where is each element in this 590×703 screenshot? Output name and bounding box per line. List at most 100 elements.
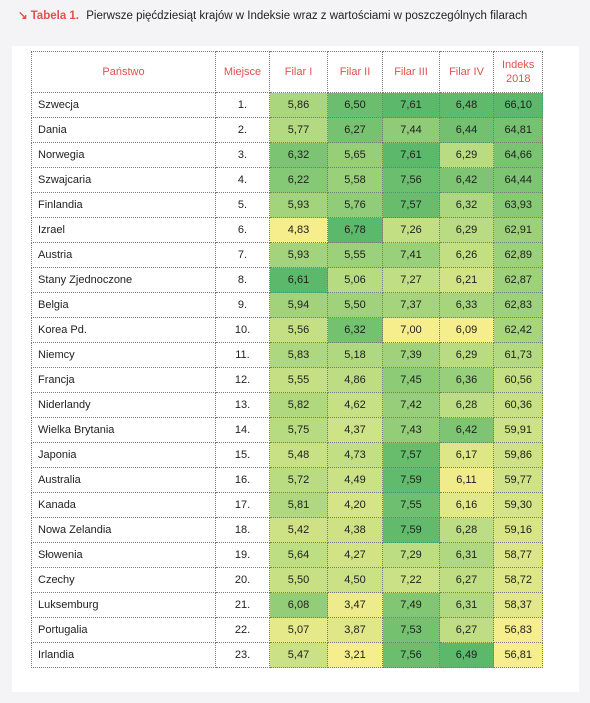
cell-pillar-2: 4,50 [327, 567, 383, 593]
table-row: Austria 7. 5,93 5,55 7,41 6,26 62,89 [31, 242, 544, 268]
header-pillar-4: Filar IV [439, 51, 494, 93]
cell-index: 64,66 [492, 142, 544, 168]
cell-rank: 6. [215, 217, 270, 243]
cell-pillar-2: 4,37 [327, 417, 383, 443]
cell-rank: 13. [215, 392, 270, 418]
cell-index: 59,30 [492, 492, 544, 518]
cell-pillar-1: 6,22 [269, 167, 328, 193]
cell-rank: 17. [215, 492, 270, 518]
cell-country: Austria [31, 242, 216, 268]
cell-pillar-4: 6,33 [439, 292, 494, 318]
cell-pillar-1: 5,42 [269, 517, 328, 543]
cell-pillar-2: 5,50 [327, 292, 383, 318]
cell-pillar-4: 6,29 [439, 342, 494, 368]
table-row: Irlandia 23. 5,47 3,21 7,56 6,49 56,81 [31, 642, 544, 668]
table-row: Stany Zjednoczone 8. 6,61 5,06 7,27 6,21 62,87 [31, 267, 544, 293]
cell-country: Luksemburg [31, 592, 216, 618]
header-row: Państwo Miejsce Filar I Filar II Filar I… [31, 51, 544, 93]
cell-country: Szwajcaria [31, 167, 216, 193]
cell-pillar-4: 6,17 [439, 442, 494, 468]
cell-pillar-2: 5,55 [327, 242, 383, 268]
cell-rank: 11. [215, 342, 270, 368]
cell-pillar-1: 5,82 [269, 392, 328, 418]
table-row: Francja 12. 5,55 4,86 7,45 6,36 60,56 [31, 367, 544, 393]
caption-title: Pierwsze pięćdziesiąt krajów w Indeksie … [86, 10, 528, 22]
cell-index: 62,91 [492, 217, 544, 243]
header-country: Państwo [31, 51, 216, 93]
cell-rank: 22. [215, 617, 270, 643]
cell-country: Niemcy [31, 342, 216, 368]
cell-pillar-1: 5,94 [269, 292, 328, 318]
cell-pillar-4: 6,28 [439, 517, 494, 543]
cell-country: Nowa Zelandia [31, 517, 216, 543]
cell-pillar-2: 6,32 [327, 317, 383, 343]
cell-pillar-1: 5,77 [269, 117, 328, 143]
cell-pillar-1: 5,07 [269, 617, 328, 643]
cell-index: 59,86 [492, 442, 544, 468]
cell-index: 64,44 [492, 167, 544, 193]
cell-index: 58,37 [492, 592, 544, 618]
cell-country: Szwecja [31, 92, 216, 118]
cell-pillar-4: 6,29 [439, 217, 494, 243]
cell-pillar-2: 5,18 [327, 342, 383, 368]
cell-index: 59,91 [492, 417, 544, 443]
cell-pillar-1: 6,61 [269, 267, 328, 293]
cell-pillar-2: 5,06 [327, 267, 383, 293]
cell-pillar-1: 5,55 [269, 367, 328, 393]
cell-pillar-2: 5,76 [327, 192, 383, 218]
table-row: Finlandia 5. 5,93 5,76 7,57 6,32 63,93 [31, 192, 544, 218]
table-panel: Państwo Miejsce Filar I Filar II Filar I… [12, 46, 579, 692]
cell-pillar-1: 6,08 [269, 592, 328, 618]
table-row: Szwecja 1. 5,86 6,50 7,61 6,48 66,10 [31, 92, 544, 118]
cell-pillar-3: 7,43 [382, 417, 440, 443]
caption-label: Tabela 1. [30, 10, 80, 22]
header-pillar-2: Filar II [327, 51, 383, 93]
cell-rank: 12. [215, 367, 270, 393]
cell-pillar-4: 6,09 [439, 317, 494, 343]
cell-pillar-2: 6,78 [327, 217, 383, 243]
cell-pillar-3: 7,41 [382, 242, 440, 268]
cell-rank: 18. [215, 517, 270, 543]
table-row: Kanada 17. 5,81 4,20 7,55 6,16 59,30 [31, 492, 544, 518]
cell-pillar-3: 7,27 [382, 267, 440, 293]
cell-rank: 21. [215, 592, 270, 618]
header-rank: Miejsce [215, 51, 270, 93]
cell-index: 62,89 [492, 242, 544, 268]
cell-rank: 10. [215, 317, 270, 343]
cell-pillar-1: 5,48 [269, 442, 328, 468]
cell-country: Izrael [31, 217, 216, 243]
cell-pillar-2: 6,27 [327, 117, 383, 143]
cell-rank: 8. [215, 267, 270, 293]
cell-rank: 15. [215, 442, 270, 468]
cell-pillar-3: 7,57 [382, 192, 440, 218]
cell-index: 60,36 [492, 392, 544, 418]
table-row: Niemcy 11. 5,83 5,18 7,39 6,29 61,73 [31, 342, 544, 368]
cell-pillar-4: 6,27 [439, 567, 494, 593]
cell-country: Słowenia [31, 542, 216, 568]
cell-pillar-1: 5,47 [269, 642, 328, 668]
cell-rank: 7. [215, 242, 270, 268]
cell-index: 60,56 [492, 367, 544, 393]
cell-index: 59,77 [492, 467, 544, 493]
cell-rank: 19. [215, 542, 270, 568]
cell-country: Portugalia [31, 617, 216, 643]
cell-pillar-3: 7,45 [382, 367, 440, 393]
cell-pillar-2: 4,49 [327, 467, 383, 493]
table-row: Japonia 15. 5,48 4,73 7,57 6,17 59,86 [31, 442, 544, 468]
cell-rank: 3. [215, 142, 270, 168]
cell-rank: 16. [215, 467, 270, 493]
cell-country: Korea Pd. [31, 317, 216, 343]
ranking-table: Państwo Miejsce Filar I Filar II Filar I… [31, 51, 544, 668]
cell-pillar-1: 5,81 [269, 492, 328, 518]
cell-pillar-4: 6,31 [439, 542, 494, 568]
cell-country: Belgia [31, 292, 216, 318]
header-index-2018: Indeks 2018 [492, 51, 544, 93]
cell-pillar-2: 4,62 [327, 392, 383, 418]
cell-pillar-3: 7,55 [382, 492, 440, 518]
cell-pillar-3: 7,00 [382, 317, 440, 343]
cell-rank: 14. [215, 417, 270, 443]
cell-pillar-1: 5,75 [269, 417, 328, 443]
cell-country: Australia [31, 467, 216, 493]
cell-index: 61,73 [492, 342, 544, 368]
cell-rank: 23. [215, 642, 270, 668]
